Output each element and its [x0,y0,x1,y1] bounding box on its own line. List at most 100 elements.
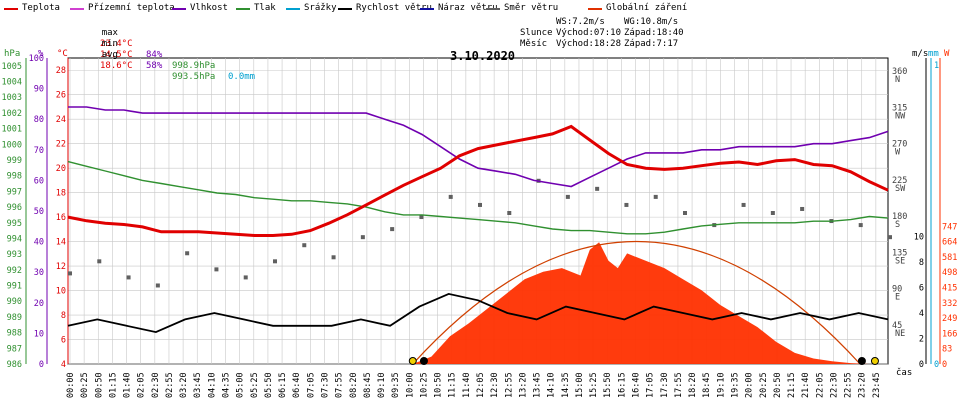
legend-label: Tlak [254,3,276,13]
x-tick-label: 10:00 [405,372,415,398]
unit-pct: % [38,49,44,59]
x-tick-label: 11:15 [448,372,458,398]
legend-label: Přízemní teplota [88,3,175,13]
series-line [67,160,889,235]
x-tick-label: 09:10 [377,372,387,398]
x-tick-label: 15:50 [603,372,613,398]
x-tick-label: 17:30 [660,372,670,398]
axis-degc-tick: 14 [56,238,66,248]
stats-min-row: min 14.5°C 58% 993.5hPa [80,28,215,94]
axis-hpa-tick: 993 [7,250,22,260]
x-tick-label: 05:00 [236,372,246,398]
axis-mm-tick: 1 [934,61,939,71]
wind-direction-dot [507,211,512,215]
legend-swatch [172,8,186,10]
axis-ms-tick: 10 [914,233,924,243]
wind-direction-dot [214,267,219,272]
wind-direction-dot [97,259,102,264]
axis-pct-tick: 60 [34,176,44,186]
axis-hpa-tick: 991 [7,282,22,292]
axis-ms-tick: 4 [919,309,924,319]
axis-dir-label: S [895,220,900,230]
stats-max-label: max [101,28,118,38]
axis-ms-tick: 6 [919,284,924,294]
axis-hpa-tick: 997 [7,187,22,197]
x-tick-label: 23:45 [872,372,882,398]
axis-dir-label: NE [895,329,905,339]
x-tick-label: 11:40 [462,372,472,398]
legend-swatch [286,8,300,10]
sun-label: Slunce [520,28,553,38]
x-tick-label: 20:25 [759,372,769,398]
x-tick-label: 02:30 [151,372,161,398]
x-tick-label: 03:20 [179,372,189,398]
axis-hpa-tick: 990 [7,297,22,307]
axis-hpa-tick: 996 [7,203,22,213]
legend-label: Rychlost větru [356,3,432,13]
axis-hpa-tick: 989 [7,313,22,323]
x-tick-label: 19:10 [716,372,726,398]
axis-pct-tick: 50 [34,207,44,217]
stats-avg-temp: 18.6°C [100,61,133,71]
x-tick-label: 01:15 [108,372,118,398]
axis-degc-tick: 10 [56,287,66,297]
axis-pct-tick: 70 [34,146,44,156]
axis-hpa-tick: 998 [7,172,22,182]
axis-degc-tick: 22 [56,140,66,150]
axis-w-tick: 0 [942,360,947,370]
axis-pct-tick: 100 [29,54,44,64]
wind-direction-dot [565,194,570,199]
axis-w-tick: 166 [942,329,957,339]
wind-direction-dot [243,275,248,280]
x-tick-label: 05:50 [264,372,274,398]
x-tick-label: 10:25 [419,372,429,398]
axis-degc-tick: 20 [56,164,66,174]
axis-dir-tick: 45 [892,321,902,331]
legend-swatch [236,8,250,10]
wind-direction-dot [595,186,600,191]
series-radiation-area [412,242,870,364]
stats-avg-row: avg 18.6°C [80,39,133,83]
moon-label: Měsíc [520,39,548,49]
axis-hpa-tick: 992 [7,266,22,276]
x-tick-label: 07:30 [320,372,330,398]
x-tick-label: 04:10 [207,372,217,398]
axis-w-tick: 498 [942,268,957,278]
x-tick-label: 18:20 [688,372,698,398]
x-tick-label: 09:35 [391,372,401,398]
wind-direction-dot [683,211,687,215]
x-tick-label: 12:30 [490,372,500,398]
axis-degc-tick: 28 [56,66,66,76]
axis-dir-tick: 180 [892,212,907,222]
stats-max-press: 998.9hPa [172,61,216,71]
axis-ms-tick: 2 [919,335,924,345]
axis-hpa-tick: 1000 [2,140,22,150]
axis-dir-tick: 90 [892,285,902,295]
unit-ms: m/s [912,49,929,59]
axis-hpa-tick: 999 [7,156,22,166]
unit-cas: čas [896,368,913,378]
moon-set: Západ:7:17 [624,39,679,49]
axis-ms-tick: 0 [919,360,924,370]
x-tick-label: 19:35 [730,372,740,398]
unit-degc: °C [57,49,68,59]
sunset-marker [870,357,879,365]
axis-dir-label: W [895,148,901,158]
axis-dir-label: SW [895,184,906,194]
axis-w-tick: 83 [942,345,952,355]
sunrise-marker [419,357,428,365]
x-tick-label: 20:00 [745,372,755,398]
axis-dir-tick: 315 [892,103,907,113]
axis-pct-tick: 20 [34,299,44,309]
stats-avg-label: avg [101,50,118,60]
axis-degc-tick: 6 [61,336,66,346]
stats-max-row: max 23.4°C 84% 998.9hPa 0.0mm [80,17,255,94]
x-tick-label: 10:50 [434,372,444,398]
axis-w-tick: 664 [942,238,957,248]
legend-label: Teplota [22,3,60,13]
x-tick-label: 05:25 [250,372,260,398]
x-tick-label: 22:05 [815,372,825,398]
x-tick-label: 14:35 [561,372,571,398]
axis-ms-tick: 8 [919,258,924,268]
